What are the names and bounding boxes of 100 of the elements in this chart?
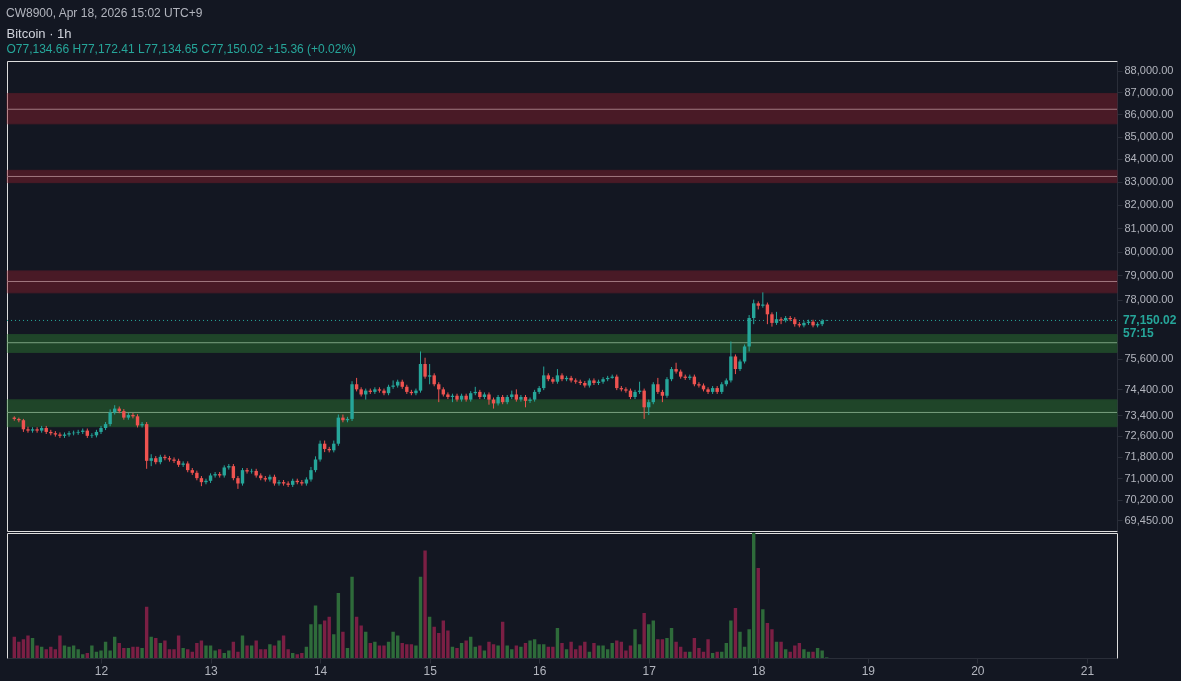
text: 57:15 [1123, 326, 1155, 341]
x-tick-label: 16 [533, 663, 547, 678]
y-tick-label: 70,200.00 [1124, 493, 1174, 506]
candlestick [733, 353, 738, 375]
y-tick-label: 84,000.00 [1124, 152, 1174, 165]
candlestick [560, 372, 564, 382]
candlestick [592, 377, 596, 386]
candlestick [642, 388, 646, 420]
candlestick [140, 421, 144, 428]
bar [802, 649, 806, 658]
bar [186, 649, 190, 658]
bar [217, 649, 222, 658]
bar [213, 650, 217, 658]
y-tick-label: 72,600.00 [1124, 429, 1174, 442]
candlestick [624, 386, 628, 394]
candlestick [423, 357, 427, 380]
candlestick [99, 425, 103, 435]
ref-line-label: 77,150.02 [1123, 313, 1177, 328]
candlestick [601, 376, 605, 385]
bar [455, 648, 459, 658]
y-tick-label: 82,000.00 [1124, 198, 1174, 211]
bar [592, 643, 596, 658]
bar [656, 639, 660, 658]
bar [528, 640, 532, 658]
candlestick [542, 366, 546, 391]
bar [204, 645, 208, 658]
candlestick [131, 412, 135, 419]
bar [26, 635, 30, 658]
candlestick [391, 379, 395, 390]
bar [341, 631, 345, 658]
y-tick-label: 79,000.00 [1124, 268, 1174, 281]
chart-subtitle: O77,134.66 H77,172.41 L77,134.65 C77,150.02 +15.36 (+0.02%) [6, 42, 357, 56]
candlestick [236, 475, 240, 490]
bar [674, 641, 678, 658]
y-tick-label: 86,000.00 [1124, 107, 1174, 120]
bar [90, 645, 94, 658]
y-tick-label: 71,800.00 [1124, 450, 1174, 463]
chart-title: Bitcoin · 1h [6, 26, 72, 41]
bar [254, 640, 258, 658]
bar [642, 613, 646, 658]
x-tick-label: 13 [204, 663, 219, 678]
x-tick-label: 21 [1080, 663, 1095, 678]
candlestick [26, 426, 30, 434]
y-tick-label: 85,000.00 [1124, 130, 1174, 143]
y-tick-label: 81,000.00 [1124, 221, 1174, 234]
bar [44, 649, 48, 658]
bar [496, 645, 500, 658]
candlestick [67, 430, 71, 438]
bar [181, 648, 185, 658]
bar [227, 650, 231, 658]
bar [300, 653, 304, 658]
candlestick [761, 291, 765, 309]
bar [373, 641, 377, 658]
y-tick-label: 80,000.00 [1124, 245, 1174, 258]
bar [820, 650, 824, 658]
x-tick-label: 14 [313, 663, 328, 678]
bar [140, 648, 144, 658]
candlestick [464, 393, 468, 403]
bar [391, 631, 395, 658]
bar [487, 641, 491, 658]
bar [715, 651, 719, 658]
x-tick-label: 18 [752, 663, 766, 678]
candlestick [446, 391, 450, 400]
candlestick [373, 386, 377, 395]
bar [382, 645, 386, 658]
bar [464, 640, 468, 658]
bar [163, 640, 167, 658]
candlestick [58, 431, 62, 439]
candlestick [35, 426, 39, 434]
bar [706, 639, 710, 658]
bar [601, 645, 605, 658]
bar [779, 641, 783, 658]
bar [17, 641, 21, 658]
bar [131, 646, 135, 658]
bar [564, 649, 569, 658]
bar [432, 626, 436, 658]
candlestick [706, 386, 710, 395]
bar [583, 641, 587, 658]
bar [423, 550, 427, 658]
y-tick-label: 87,000.00 [1124, 85, 1174, 98]
y-tick-label: 73,400.00 [1124, 408, 1174, 421]
bar [729, 620, 733, 658]
candlestick [811, 319, 815, 328]
y-tick-label: 74,400.00 [1124, 382, 1174, 395]
x-tick-label: 19 [861, 663, 876, 678]
candlestick [318, 440, 322, 463]
bar [350, 576, 354, 658]
x-tick-label: 20 [971, 663, 985, 678]
candlestick [656, 377, 660, 395]
y-tick-label: 88,000.00 [1124, 64, 1174, 77]
candlestick [665, 376, 669, 399]
bar [569, 641, 573, 658]
y-tick-label: 83,000.00 [1124, 175, 1174, 188]
bar [811, 651, 815, 658]
candlestick [90, 432, 94, 439]
candlestick [674, 362, 678, 375]
candlestick [487, 391, 491, 406]
y-tick-label: 69,450.00 [1124, 513, 1174, 526]
candlestick [551, 376, 555, 385]
bar [551, 646, 555, 658]
